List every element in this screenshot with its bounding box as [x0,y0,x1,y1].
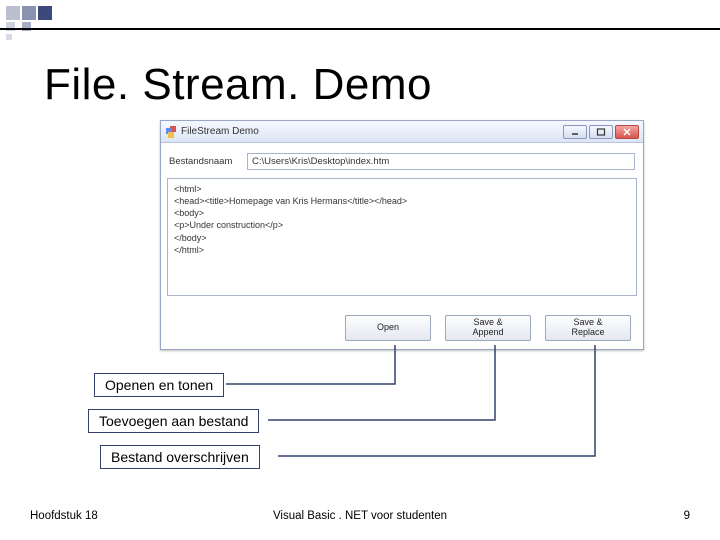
open-button[interactable]: Open [345,315,431,341]
content-line: <head><title>Homepage van Kris Hermans</… [174,195,630,207]
window-title: FileStream Demo [181,126,563,137]
content-line: <body> [174,207,630,219]
callout-append: Toevoegen aan bestand [88,409,259,433]
close-button[interactable] [615,125,639,139]
content-line: </html> [174,244,630,256]
content-line: <p>Under construction</p> [174,219,630,231]
path-input[interactable] [247,153,635,170]
window-titlebar[interactable]: FileStream Demo [161,121,643,143]
save-append-button[interactable]: Save & Append [445,315,531,341]
filestream-demo-window: FileStream Demo Bestandsnaam <html> <hea… [160,120,644,350]
content-line: </body> [174,232,630,244]
slide-top-rule [0,28,720,30]
app-icon [165,126,177,138]
save-replace-button[interactable]: Save & Replace [545,315,631,341]
footer-page-number: 9 [684,510,690,522]
slide-title: File. Stream. Demo [44,60,432,110]
minimize-button[interactable] [563,125,587,139]
callout-replace: Bestand overschrijven [100,445,260,469]
content-line: <html> [174,183,630,195]
callout-open: Openen en tonen [94,373,224,397]
file-content-area[interactable]: <html> <head><title>Homepage van Kris He… [167,178,637,296]
maximize-button[interactable] [589,125,613,139]
path-label: Bestandsnaam [169,156,241,167]
footer-title: Visual Basic . NET voor studenten [0,510,720,522]
